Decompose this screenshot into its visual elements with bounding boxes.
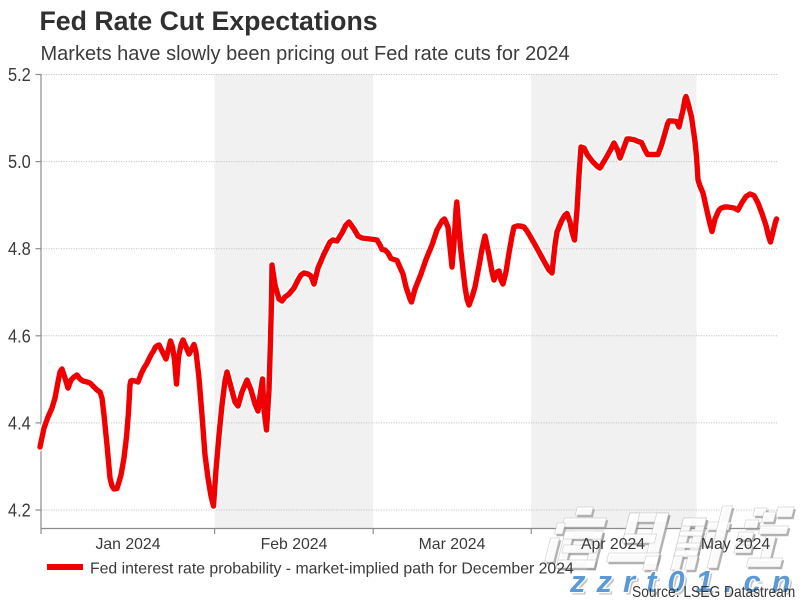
svg-text:Jan 2024: Jan 2024: [95, 536, 160, 553]
svg-text:Source: LSEG Datastream: Source: LSEG Datastream: [632, 584, 795, 601]
svg-text:5.2: 5.2: [8, 65, 31, 85]
svg-text:Markets have slowly been prici: Markets have slowly been pricing out Fed…: [41, 43, 570, 65]
svg-text:4.8: 4.8: [8, 239, 31, 259]
svg-text:Feb 2024: Feb 2024: [261, 536, 328, 553]
svg-text:Mar 2024: Mar 2024: [419, 536, 486, 553]
svg-text:4.4: 4.4: [8, 413, 31, 433]
svg-text:Apr 2024: Apr 2024: [581, 536, 645, 553]
svg-text:4.6: 4.6: [8, 326, 31, 346]
svg-text:Fed interest rate probability: Fed interest rate probability - market-i…: [90, 561, 574, 578]
svg-text:Fed Rate Cut Expectations: Fed Rate Cut Expectations: [40, 6, 378, 36]
svg-text:May 2024: May 2024: [701, 536, 771, 553]
svg-text:4.2: 4.2: [8, 501, 31, 521]
svg-text:5.0: 5.0: [8, 152, 31, 172]
